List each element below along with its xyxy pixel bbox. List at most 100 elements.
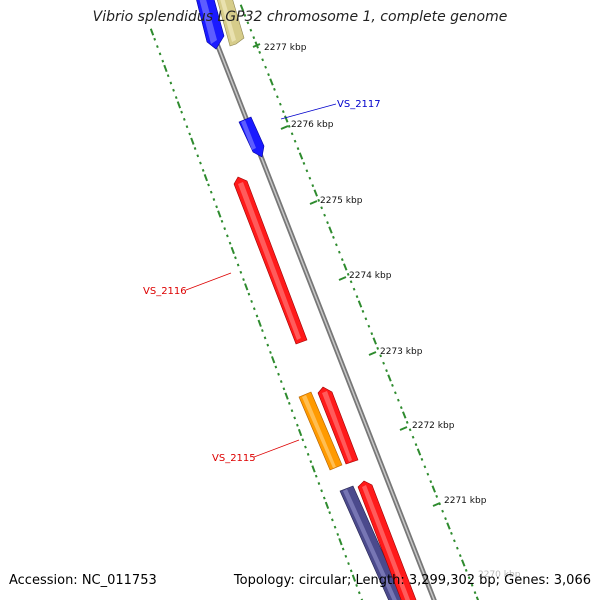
inner-tick-mark	[182, 117, 186, 121]
svg-text:2270 kbp: 2270 kbp	[478, 570, 521, 580]
svg-text:VS_2115: VS_2115	[212, 453, 256, 464]
outer-tick-mark	[296, 147, 300, 151]
inner-tick-mark	[153, 37, 157, 41]
outer-tick-mark	[431, 485, 436, 493]
outer-tick-mark	[320, 206, 324, 210]
outer-tick-mark	[455, 546, 459, 550]
outer-tick-mark	[249, 28, 253, 32]
inner-tick-mark	[244, 283, 249, 291]
svg-text:2274 kbp: 2274 kbp	[349, 271, 392, 281]
outer-tick-mark	[394, 391, 397, 395]
gene-slate[interactable]	[339, 485, 406, 600]
outer-tick-mark	[385, 369, 388, 373]
inner-tick-mark	[217, 210, 222, 218]
outer-tick-mark	[364, 317, 368, 321]
outer-tick-mark	[269, 78, 274, 86]
outer-tick-mark	[367, 324, 371, 328]
inner-tick-mark	[344, 554, 348, 558]
inner-tick-mark	[293, 416, 297, 420]
outer-tick-mark	[337, 250, 341, 254]
inner-tick-mark	[209, 190, 213, 194]
svg-text:VS_2117: VS_2117	[337, 99, 381, 110]
outer-tick-mark	[293, 139, 297, 143]
inner-tick-mark	[347, 562, 350, 566]
gene-red-right-2[interactable]	[357, 480, 418, 600]
inner-tick-mark	[226, 234, 229, 238]
svg-text:2273 kbp: 2273 kbp	[380, 347, 423, 357]
inner-tick-mark	[331, 518, 334, 522]
outer-tick-mark	[426, 472, 430, 476]
outer-tick-mark	[284, 115, 289, 123]
inner-tick-mark	[328, 511, 332, 515]
outer-tick-mark	[332, 235, 335, 239]
tick-label-2272: 2272 kbp	[399, 421, 455, 431]
tick-label-2273: 2273 kbp	[368, 347, 423, 357]
gene-red-vs2116[interactable]	[233, 176, 308, 345]
inner-tick-mark	[338, 538, 343, 546]
inner-tick-mark	[355, 583, 358, 587]
outer-tick-mark	[278, 102, 282, 106]
inner-tick-mark	[351, 574, 357, 582]
inner-tick-mark	[274, 365, 278, 369]
outer-tick-mark	[416, 448, 422, 456]
gene-label-vs2115[interactable]: VS_2115	[212, 439, 300, 464]
inner-tick-mark	[163, 64, 168, 73]
inner-tick-mark	[201, 168, 205, 172]
gene-orange-vs2115[interactable]	[298, 391, 343, 471]
gene-red-right-1[interactable]	[317, 386, 359, 465]
inner-tick-mark	[309, 460, 313, 464]
outer-tick-mark	[461, 559, 466, 567]
inner-tick-mark	[301, 438, 305, 442]
inner-tick-mark	[255, 314, 259, 318]
inner-tick-mark	[317, 482, 321, 485]
inner-tick-mark	[324, 501, 330, 509]
gene-blue-top[interactable]	[195, 0, 225, 50]
inner-tick-mark	[188, 132, 192, 136]
outer-tick-mark	[473, 591, 477, 595]
inner-tick-mark	[185, 125, 189, 129]
gene-label-vs2117[interactable]: VS_2117	[280, 99, 381, 120]
inner-tick-mark	[176, 101, 182, 109]
outer-tick-mark	[308, 176, 312, 180]
outer-tick-mark	[446, 522, 451, 530]
inner-tick-mark	[297, 428, 303, 437]
genome-stats-text: Topology: circular; Length: 3,299,302 bp…	[233, 573, 591, 588]
outer-tick-mark	[317, 198, 321, 202]
outer-tick-mark	[335, 243, 338, 247]
outer-tick-mark	[423, 465, 427, 469]
inner-tick-mark	[360, 598, 364, 600]
inner-tick-mark	[149, 28, 155, 36]
outer-tick-mark	[243, 13, 247, 17]
inner-tick-mark	[196, 154, 200, 158]
inner-tick-mark	[290, 409, 294, 413]
inner-tick-mark	[269, 350, 272, 354]
inner-tick-mark	[320, 489, 323, 493]
inner-tick-mark	[263, 336, 267, 340]
inner-tick-mark	[296, 423, 299, 427]
inner-tick-mark	[311, 465, 316, 473]
outer-tick-mark	[387, 374, 392, 382]
outer-tick-mark	[411, 435, 415, 439]
outer-tick-mark	[273, 87, 276, 91]
outer-tick-mark	[264, 65, 267, 69]
gene-tan-top[interactable]	[214, 0, 245, 47]
accession-text: Accession: NC_011753	[9, 573, 157, 588]
chromosome-backbone-highlight	[199, 0, 435, 600]
inner-tick-mark	[174, 96, 178, 100]
outer-tick-mark	[246, 21, 250, 25]
outer-tick-mark	[450, 531, 453, 535]
inner-tick-mark	[199, 161, 202, 165]
tick-label-2275: 2275 kbp	[309, 196, 363, 206]
inner-tick-mark	[266, 343, 270, 347]
inner-tick-mark	[172, 88, 175, 92]
svg-text:2272 kbp: 2272 kbp	[412, 421, 455, 431]
outer-tick-mark	[328, 226, 333, 234]
tick-label-2270: 2270 kbp	[478, 570, 521, 580]
gene-blue-vs2117[interactable]	[238, 116, 265, 158]
outer-tick-mark	[467, 576, 471, 580]
inner-tick-mark	[271, 356, 276, 364]
outer-tick-mark	[361, 309, 365, 313]
gene-label-vs2116[interactable]: VS_2116	[143, 272, 232, 297]
outer-tick-mark	[379, 354, 383, 358]
